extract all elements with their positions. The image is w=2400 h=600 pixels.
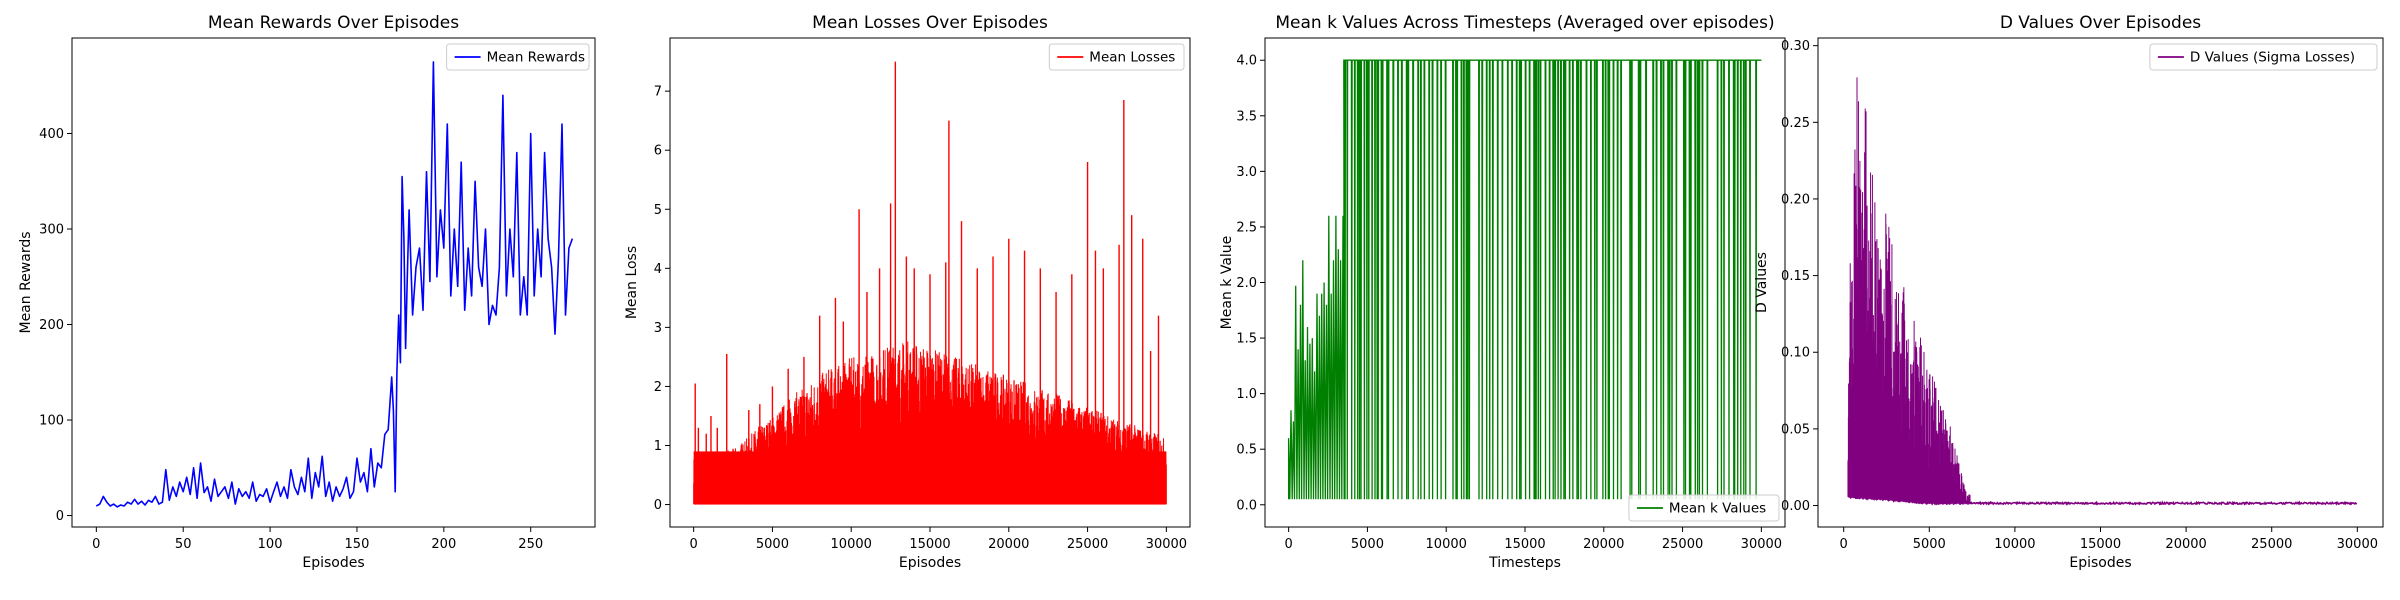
- y-tick-label: 7: [654, 85, 662, 100]
- y-tick-label: 3.5: [1236, 109, 1257, 124]
- y-tick-label: 1.5: [1236, 332, 1257, 347]
- y-tick-label: 1: [654, 439, 662, 454]
- legend-box: [1628, 494, 1780, 522]
- axes-frame: [71, 37, 596, 528]
- series-fill-d-values: [1847, 77, 1971, 504]
- legend-label: Mean k Values: [1669, 501, 1766, 517]
- chart-panel-3: 0 5000 10000 15000 20000 25000 30000 0.0 0.5 1.0 1…: [1219, 13, 1786, 571]
- x-tick-label: 20000: [988, 537, 1029, 552]
- y-tick-label: 1.0: [1236, 387, 1257, 402]
- y-axis-label: Mean k Value: [1219, 236, 1235, 330]
- legend-label: D Values (Sigma Losses): [2190, 50, 2355, 66]
- y-tick-label: 3: [654, 321, 662, 336]
- x-tick-label: 25000: [2251, 537, 2292, 552]
- x-tick-label: 10000: [1426, 537, 1467, 552]
- legend-label: Mean Losses: [1089, 50, 1175, 66]
- chart-panel-2: 0 5000 10000 15000 20000 25000 30000 0 1 2 3 4 5 6 7 Me…: [624, 13, 1191, 571]
- y-tick-label: 0.20: [1781, 192, 1810, 207]
- series-line-mean-rewards: [95, 61, 574, 508]
- chart-title: Mean Losses Over Episodes: [812, 13, 1048, 33]
- y-tick-label: 0: [654, 498, 662, 513]
- plot-area: [693, 61, 1167, 505]
- x-tick-label: 25000: [1067, 537, 1108, 552]
- x-tick-label: 5000: [1913, 537, 1946, 552]
- x-tick-label: 30000: [1146, 537, 1187, 552]
- y-tick-label: 200: [39, 318, 64, 333]
- y-tick-label: 0.15: [1781, 269, 1810, 284]
- y-axis-label: D Values: [1754, 252, 1770, 313]
- x-tick-label: 0: [92, 537, 100, 552]
- y-tick-label: 300: [39, 223, 64, 238]
- x-axis-label: Episodes: [302, 555, 364, 571]
- y-tick-label: 0.10: [1781, 346, 1810, 361]
- y-tick-label: 100: [39, 414, 64, 429]
- x-tick-label: 150: [345, 537, 370, 552]
- y-tick-label: 2.5: [1236, 220, 1257, 235]
- y-tick-label: 0.25: [1781, 116, 1810, 131]
- y-tick-label: 5: [654, 203, 662, 218]
- chart-title: Mean Rewards Over Episodes: [208, 13, 459, 33]
- x-tick-label: 250: [518, 537, 543, 552]
- x-tick-label: 10000: [1994, 537, 2035, 552]
- plot-area: [95, 61, 574, 508]
- y-tick-label: 0.05: [1781, 422, 1810, 437]
- x-tick-label: 15000: [909, 537, 950, 552]
- y-tick-label: 0.0: [1236, 498, 1257, 513]
- x-tick-label: 30000: [1741, 537, 1782, 552]
- chart-panel-1: 0 50 100 150 200 250 0 100 200 300 400 Mean Rewards…: [18, 13, 596, 571]
- x-tick-label: 200: [431, 537, 456, 552]
- y-tick-label: 0.5: [1236, 443, 1257, 458]
- y-tick-label: 0.00: [1781, 499, 1810, 514]
- x-tick-label: 5000: [1351, 537, 1384, 552]
- y-tick-label: 4.0: [1236, 54, 1257, 69]
- y-axis-label: Mean Rewards: [18, 231, 34, 333]
- x-tick-label: 100: [258, 537, 283, 552]
- legend: D Values (Sigma Losses): [2149, 43, 2378, 71]
- y-tick-label: 2.0: [1236, 276, 1257, 291]
- legend-box: [446, 43, 590, 71]
- x-tick-label: 5000: [756, 537, 789, 552]
- x-tick-label: 50: [175, 537, 192, 552]
- x-tick-label: 0: [689, 537, 697, 552]
- legend: Mean Losses: [1048, 43, 1185, 71]
- plot-area: [1847, 77, 2358, 506]
- x-tick-label: 0: [1840, 537, 1848, 552]
- x-tick-label: 10000: [831, 537, 872, 552]
- x-axis-label: Timesteps: [1488, 555, 1561, 571]
- chart-panel-4: 0 5000 10000 15000 20000 25000 30000 0.00 0.05 0.…: [1754, 13, 2384, 571]
- y-tick-label: 0.30: [1781, 39, 1810, 54]
- legend-label: Mean Rewards: [487, 50, 585, 66]
- x-axis-label: Episodes: [2069, 555, 2131, 571]
- legend-box: [1048, 43, 1185, 71]
- plot-area: [1287, 59, 1762, 500]
- x-axis-label: Episodes: [899, 555, 961, 571]
- series-line-d-values: [1847, 494, 2358, 506]
- legend-box: [2149, 43, 2378, 71]
- x-tick-label: 15000: [2080, 537, 2121, 552]
- legend: Mean k Values: [1628, 494, 1780, 522]
- y-tick-label: 3.0: [1236, 165, 1257, 180]
- x-tick-label: 30000: [2337, 537, 2378, 552]
- legend: Mean Rewards: [446, 43, 590, 71]
- chart-title: Mean k Values Across Timesteps (Averaged…: [1275, 13, 1774, 33]
- x-tick-label: 20000: [2165, 537, 2206, 552]
- x-tick-label: 20000: [1583, 537, 1624, 552]
- y-tick-label: 2: [654, 380, 662, 395]
- x-tick-label: 25000: [1662, 537, 1703, 552]
- y-tick-label: 4: [654, 262, 662, 277]
- series-line-mean-k: [1287, 59, 1762, 500]
- chart-title: D Values Over Episodes: [2000, 13, 2201, 33]
- y-tick-label: 400: [39, 127, 64, 142]
- y-axis-label: Mean Loss: [624, 246, 640, 319]
- y-tick-label: 0: [56, 509, 64, 524]
- y-tick-label: 6: [654, 144, 662, 159]
- x-tick-label: 0: [1284, 537, 1292, 552]
- x-tick-label: 15000: [1504, 537, 1545, 552]
